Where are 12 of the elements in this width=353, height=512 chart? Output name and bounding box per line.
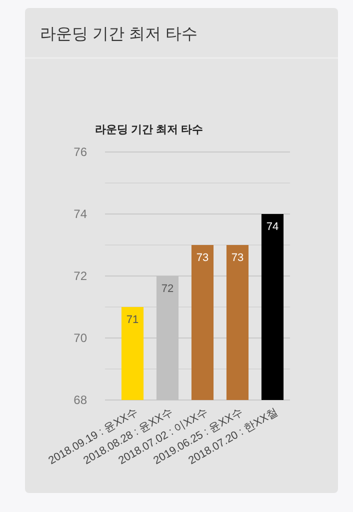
y-tick-label: 68 [74,393,88,407]
y-tick-label: 74 [74,207,88,221]
chart-subtitle: 라운딩 기간 최저 타수 [95,124,204,136]
y-tick-label: 70 [74,331,88,345]
data-label: 73 [231,252,244,264]
data-label: 73 [196,252,209,264]
data-label: 72 [161,283,174,295]
y-tick-label: 76 [74,145,88,159]
chart-title: 라운딩 기간 최저 타수 [40,26,198,43]
data-label: 74 [266,221,279,233]
y-tick-label: 72 [74,269,88,283]
data-label: 71 [126,314,139,326]
